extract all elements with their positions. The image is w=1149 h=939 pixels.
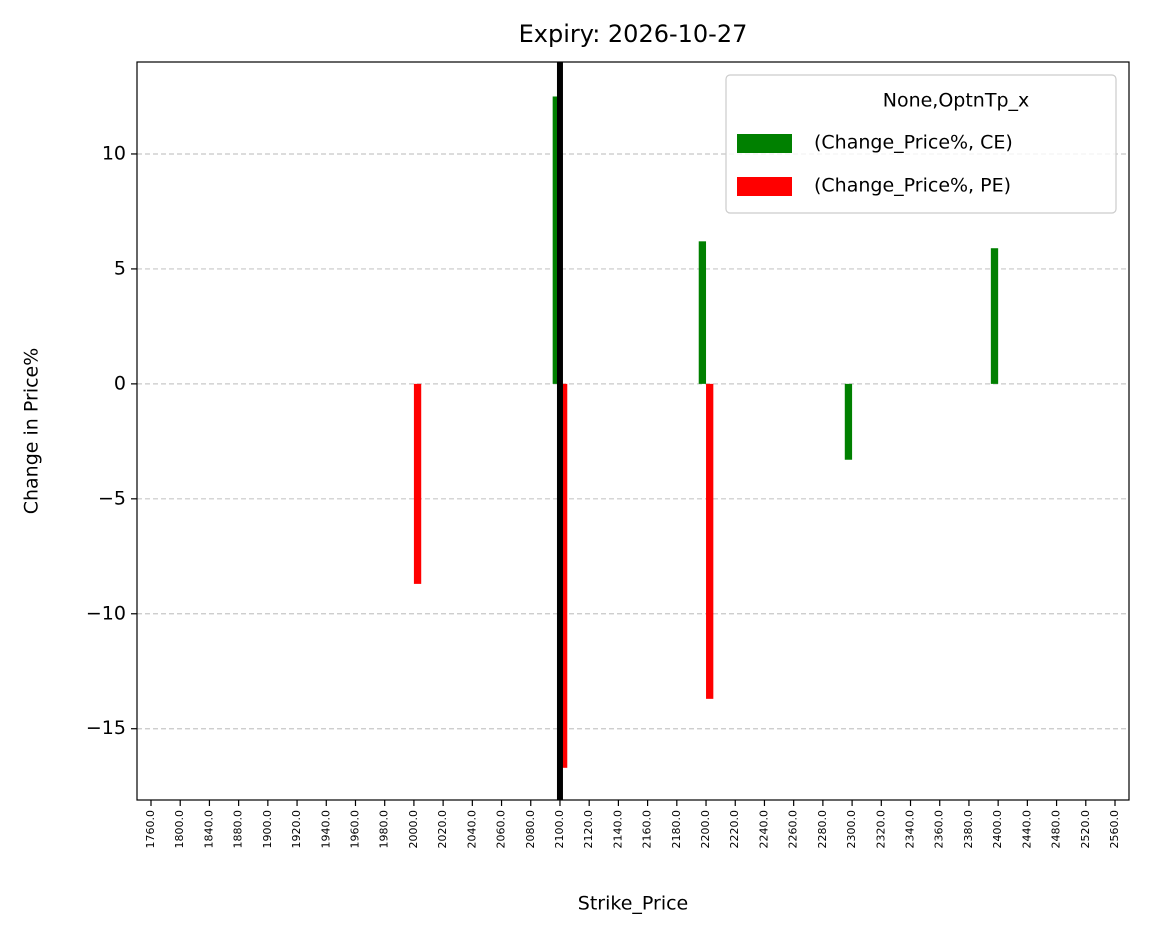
x-tick-label: 2480.0 [1050, 810, 1063, 849]
x-axis-label: Strike_Price [578, 893, 688, 915]
x-tick-label: 2280.0 [816, 810, 829, 849]
x-tick-label: 2020.0 [436, 810, 449, 849]
x-tick-label: 1840.0 [202, 810, 215, 849]
x-tick-label: 2380.0 [962, 810, 975, 849]
x-tick-label: 1960.0 [348, 810, 361, 849]
x-tick-label: 2060.0 [495, 810, 508, 849]
x-tick-label: 1900.0 [261, 810, 274, 849]
legend-label: (Change_Price%, PE) [814, 175, 1011, 197]
x-tick-label: 1800.0 [173, 810, 186, 849]
x-tick-label: 2520.0 [1079, 810, 1092, 849]
y-axis-label: Change in Price% [21, 348, 43, 515]
x-tick-label: 2140.0 [611, 810, 624, 849]
x-tick-label: 2320.0 [874, 810, 887, 849]
y-tick-label: −5 [98, 487, 126, 509]
x-tick-label: 2300.0 [845, 810, 858, 849]
x-tick-label: 2220.0 [728, 810, 741, 849]
plot-frame [136, 61, 1130, 801]
x-tick-label: 2040.0 [465, 810, 478, 849]
legend-swatch [737, 134, 792, 153]
bar [413, 383, 422, 584]
bar [844, 383, 853, 460]
x-tick-label: 2340.0 [904, 810, 917, 849]
x-tick-label: 1980.0 [378, 810, 391, 849]
bar [559, 383, 568, 768]
x-tick-label: 1940.0 [319, 810, 332, 849]
x-tick-label: 2440.0 [1020, 810, 1033, 849]
bar [698, 241, 707, 384]
legend-title: None,OptnTp_x [883, 90, 1030, 112]
x-tick-label: 2000.0 [407, 810, 420, 849]
y-tick-label: −10 [86, 602, 126, 624]
x-tick-label: 2360.0 [933, 810, 946, 849]
chart-title: Expiry: 2026-10-27 [519, 20, 748, 48]
legend-swatch [737, 177, 792, 196]
bar [706, 383, 714, 699]
x-tick-label: 2160.0 [641, 810, 654, 849]
x-tick-label: 2080.0 [524, 810, 537, 849]
x-tick-label: 1920.0 [290, 810, 303, 849]
y-tick-label: 0 [114, 372, 126, 394]
x-tick-label: 2200.0 [699, 810, 712, 849]
x-tick-label: 2560.0 [1108, 810, 1121, 849]
legend-label: (Change_Price%, CE) [814, 132, 1013, 154]
x-tick-label: 1760.0 [144, 810, 157, 849]
y-tick-label: 5 [114, 257, 126, 279]
x-tick-label: 2120.0 [582, 810, 595, 849]
x-tick-label: 2400.0 [991, 810, 1004, 849]
x-tick-label: 2260.0 [787, 810, 800, 849]
x-tick-label: 1880.0 [232, 810, 245, 849]
y-tick-label: 10 [102, 142, 126, 164]
x-tick-label: 2240.0 [757, 810, 770, 849]
x-tick-label: 2180.0 [670, 810, 683, 849]
bar [552, 96, 560, 384]
bar [990, 248, 999, 384]
x-tick-label: 2100.0 [553, 810, 566, 849]
legend-box [725, 74, 1117, 214]
y-tick-label: −15 [86, 717, 126, 739]
